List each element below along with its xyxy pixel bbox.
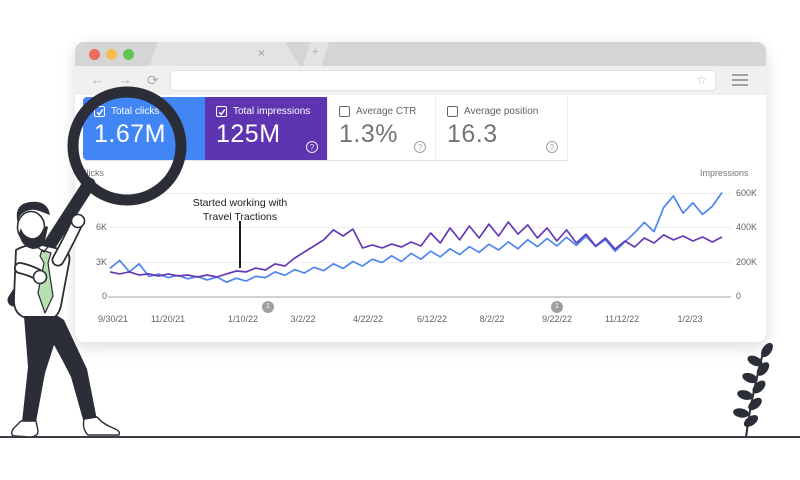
browser-tab-strip: × + — [75, 42, 766, 66]
left-axis-title: Clicks — [80, 168, 104, 178]
x-tick-label: 3/2/22 — [290, 314, 316, 324]
x-tick-label: 9/30/21 — [97, 314, 129, 324]
new-tab-button[interactable]: + — [303, 42, 329, 66]
metric-label: Average position — [464, 106, 539, 117]
checkbox-checked-icon[interactable] — [94, 106, 105, 117]
metric-label: Total clicks — [111, 106, 160, 117]
y-tick-label: 3K — [95, 257, 107, 267]
average-position-card[interactable]: Average position 16.3 ? — [435, 97, 568, 160]
help-icon[interactable]: ? — [306, 141, 318, 153]
metric-label: Average CTR — [356, 106, 417, 117]
x-tick-label: 9/22/22 — [541, 314, 573, 324]
y-tick-label: 600K — [736, 188, 758, 198]
browser-menu-icon[interactable] — [732, 74, 748, 89]
back-icon[interactable]: ← — [91, 72, 104, 87]
metric-cards: Total clicks 1.67M Total impressions 125… — [83, 97, 568, 161]
ground-line — [0, 436, 800, 438]
browser-window: × + ← → ⟳ ☆ Total clicks 1. — [75, 42, 766, 342]
y-tick-label: 0 — [101, 291, 107, 301]
timeline-marker[interactable]: 1 — [551, 301, 563, 313]
annotation-pointer-line — [239, 221, 241, 268]
x-tick-label: 1/2/23 — [677, 314, 703, 324]
gridline — [108, 227, 731, 228]
help-icon[interactable]: ? — [414, 141, 426, 153]
x-tick-label: 8/2/22 — [479, 314, 505, 324]
x-tick-label: 11/20/21 — [150, 314, 186, 324]
plant-illustration — [733, 342, 773, 438]
x-tick-label: 4/22/22 — [352, 314, 384, 324]
x-tick-label: 1/10/22 — [227, 314, 259, 324]
checkbox-checked-icon[interactable] — [216, 106, 227, 117]
address-bar[interactable]: ☆ — [170, 70, 716, 91]
close-window-button[interactable] — [89, 49, 100, 60]
reload-icon[interactable]: ⟳ — [147, 72, 159, 88]
y-tick-label: 0 — [736, 291, 742, 301]
x-tick-label: 11/12/22 — [604, 314, 640, 324]
browser-tab[interactable] — [150, 42, 300, 66]
forward-icon[interactable]: → — [119, 72, 132, 87]
metric-label: Total impressions — [233, 106, 311, 117]
total-clicks-card[interactable]: Total clicks 1.67M — [83, 97, 205, 160]
minimize-window-button[interactable] — [106, 49, 117, 60]
gridline — [108, 262, 731, 263]
plus-icon: + — [312, 46, 319, 58]
bookmark-star-icon[interactable]: ☆ — [696, 73, 707, 87]
metric-value: 1.3% — [339, 120, 398, 148]
x-axis-line — [108, 296, 731, 298]
average-ctr-card[interactable]: Average CTR 1.3% ? — [327, 97, 435, 160]
right-axis-title: Impressions — [700, 168, 749, 178]
maximize-window-button[interactable] — [123, 49, 134, 60]
close-tab-icon[interactable]: × — [258, 46, 266, 60]
timeline-marker[interactable]: 1 — [262, 301, 274, 313]
checkbox-unchecked-icon[interactable] — [339, 106, 350, 117]
x-tick-label: 6/12/22 — [416, 314, 448, 324]
help-icon[interactable]: ? — [546, 141, 558, 153]
metric-value: 16.3 — [447, 120, 498, 148]
y-tick-label: 200K — [736, 257, 758, 267]
browser-toolbar: ← → ⟳ ☆ — [75, 66, 766, 95]
metric-value: 1.67M — [94, 120, 166, 148]
y-tick-label: 400K — [736, 222, 758, 232]
y-tick-label: 6K — [95, 222, 107, 232]
gridline — [108, 193, 731, 194]
checkbox-unchecked-icon[interactable] — [447, 106, 458, 117]
metric-value: 125M — [216, 120, 281, 148]
total-impressions-card[interactable]: Total impressions 125M ? — [205, 97, 327, 160]
